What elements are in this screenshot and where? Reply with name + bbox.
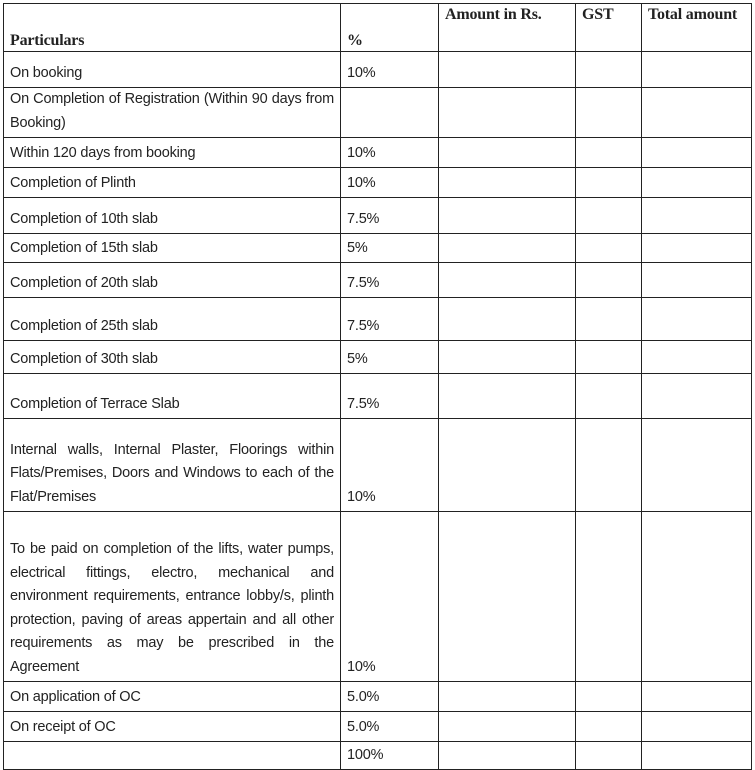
percent-cell: 5% bbox=[340, 233, 439, 263]
particulars-cell: On receipt of OC bbox=[3, 711, 341, 742]
particulars-cell: On Completion of Registration (Within 90… bbox=[3, 87, 341, 138]
table-row: On application of OC 5.0% bbox=[3, 681, 752, 712]
amount-cell bbox=[438, 373, 576, 419]
particulars-cell: Completion of Terrace Slab bbox=[3, 373, 341, 419]
table-row: Completion of 15th slab 5% bbox=[3, 233, 752, 263]
table-row: To be paid on completion of the lifts, w… bbox=[3, 511, 752, 682]
total-cell bbox=[641, 681, 752, 712]
gst-cell bbox=[575, 340, 642, 374]
amount-cell bbox=[438, 51, 576, 88]
header-row: Particulars % Amount in Rs. GST Total am… bbox=[3, 3, 752, 52]
amount-cell bbox=[438, 741, 576, 770]
table-row: Completion of 10th slab 7.5% bbox=[3, 197, 752, 234]
total-cell bbox=[641, 197, 752, 234]
table-row: Completion of 25th slab 7.5% bbox=[3, 297, 752, 341]
table-row: Completion of Plinth 10% bbox=[3, 167, 752, 198]
gst-cell bbox=[575, 87, 642, 138]
gst-cell bbox=[575, 262, 642, 298]
particulars-cell: Completion of Plinth bbox=[3, 167, 341, 198]
percent-cell: 10% bbox=[340, 167, 439, 198]
table-row: 100% bbox=[3, 741, 752, 770]
header-percent: % bbox=[340, 3, 439, 52]
total-cell bbox=[641, 373, 752, 419]
particulars-cell: On booking bbox=[3, 51, 341, 88]
gst-cell bbox=[575, 197, 642, 234]
header-particulars: Particulars bbox=[3, 3, 341, 52]
table-row: On receipt of OC 5.0% bbox=[3, 711, 752, 742]
particulars-cell: Completion of 10th slab bbox=[3, 197, 341, 234]
table-row: Completion of 30th slab 5% bbox=[3, 340, 752, 374]
table-row: Internal walls, Internal Plaster, Floori… bbox=[3, 418, 752, 512]
gst-cell bbox=[575, 741, 642, 770]
particulars-cell: Completion of 25th slab bbox=[3, 297, 341, 341]
particulars-cell: Completion of 15th slab bbox=[3, 233, 341, 263]
particulars-cell: On application of OC bbox=[3, 681, 341, 712]
amount-cell bbox=[438, 87, 576, 138]
amount-cell bbox=[438, 233, 576, 263]
header-amount: Amount in Rs. bbox=[438, 3, 576, 52]
percent-cell: 10% bbox=[340, 137, 439, 168]
amount-cell bbox=[438, 297, 576, 341]
particulars-cell: Internal walls, Internal Plaster, Floori… bbox=[3, 418, 341, 512]
particulars-cell: To be paid on completion of the lifts, w… bbox=[3, 511, 341, 682]
gst-cell bbox=[575, 167, 642, 198]
total-cell bbox=[641, 233, 752, 263]
total-cell bbox=[641, 167, 752, 198]
gst-cell bbox=[575, 681, 642, 712]
gst-cell bbox=[575, 297, 642, 341]
amount-cell bbox=[438, 137, 576, 168]
total-cell bbox=[641, 418, 752, 512]
table-row: Completion of 20th slab 7.5% bbox=[3, 262, 752, 298]
payment-schedule-table: Particulars % Amount in Rs. GST Total am… bbox=[3, 3, 752, 770]
percent-cell: 5.0% bbox=[340, 711, 439, 742]
gst-cell bbox=[575, 711, 642, 742]
total-cell bbox=[641, 87, 752, 138]
amount-cell bbox=[438, 711, 576, 742]
percent-cell: 10% bbox=[340, 511, 439, 682]
particulars-cell: Completion of 20th slab bbox=[3, 262, 341, 298]
total-cell bbox=[641, 741, 752, 770]
table-row: On Completion of Registration (Within 90… bbox=[3, 87, 752, 138]
total-cell bbox=[641, 137, 752, 168]
percent-cell: 5.0% bbox=[340, 681, 439, 712]
amount-cell bbox=[438, 262, 576, 298]
gst-cell bbox=[575, 373, 642, 419]
gst-cell bbox=[575, 233, 642, 263]
amount-cell bbox=[438, 511, 576, 682]
particulars-cell: Completion of 30th slab bbox=[3, 340, 341, 374]
total-cell bbox=[641, 297, 752, 341]
percent-cell: 7.5% bbox=[340, 197, 439, 234]
table-row: Completion of Terrace Slab 7.5% bbox=[3, 373, 752, 419]
total-cell bbox=[641, 340, 752, 374]
header-gst: GST bbox=[575, 3, 642, 52]
percent-cell: 5% bbox=[340, 340, 439, 374]
table-row: On booking 10% bbox=[3, 51, 752, 88]
percent-cell: 100% bbox=[340, 741, 439, 770]
amount-cell bbox=[438, 681, 576, 712]
amount-cell bbox=[438, 167, 576, 198]
amount-cell bbox=[438, 197, 576, 234]
percent-cell: 7.5% bbox=[340, 373, 439, 419]
particulars-cell: Within 120 days from booking bbox=[3, 137, 341, 168]
percent-cell bbox=[340, 87, 439, 138]
table-row: Within 120 days from booking 10% bbox=[3, 137, 752, 168]
particulars-cell bbox=[3, 741, 341, 770]
amount-cell bbox=[438, 418, 576, 512]
percent-cell: 7.5% bbox=[340, 297, 439, 341]
amount-cell bbox=[438, 340, 576, 374]
total-cell bbox=[641, 511, 752, 682]
total-cell bbox=[641, 262, 752, 298]
gst-cell bbox=[575, 137, 642, 168]
gst-cell bbox=[575, 418, 642, 512]
percent-cell: 10% bbox=[340, 418, 439, 512]
total-cell bbox=[641, 51, 752, 88]
header-total: Total amount bbox=[641, 3, 752, 52]
percent-cell: 10% bbox=[340, 51, 439, 88]
gst-cell bbox=[575, 51, 642, 88]
total-cell bbox=[641, 711, 752, 742]
gst-cell bbox=[575, 511, 642, 682]
percent-cell: 7.5% bbox=[340, 262, 439, 298]
